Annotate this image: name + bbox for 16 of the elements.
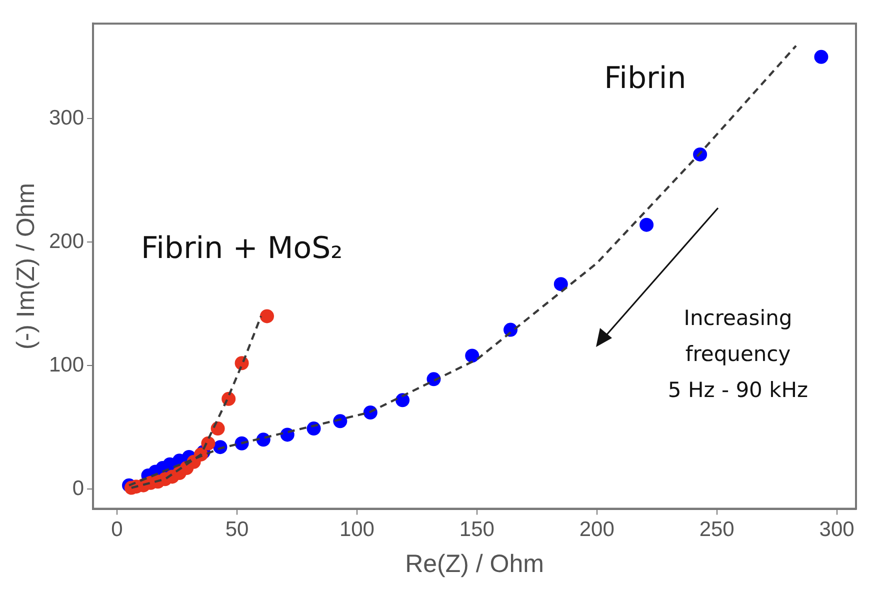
annotation: Increasing frequency 5 Hz - 90 kHz: [666, 305, 810, 404]
x-tick-label: 200: [579, 518, 614, 542]
y-tick-label: 0: [72, 476, 84, 500]
x-tick-label: 50: [225, 518, 249, 542]
y-axis-title: (-) Im(Z) / Ohm: [12, 182, 40, 350]
y-tick-label: 300: [48, 106, 84, 130]
x-tick-label: 250: [699, 518, 734, 542]
x-tick-label: 300: [819, 518, 854, 542]
text: Fibrin + MoS₂: [141, 231, 343, 266]
series-label: Fibrin: [604, 60, 686, 96]
x-tick-label: 100: [339, 518, 374, 542]
x-axis-title: Re(Z) / Ohm: [405, 550, 544, 578]
y-tick-label: 100: [48, 353, 84, 376]
y-tick-label: 200: [48, 230, 84, 253]
x-tick-label: 0: [111, 518, 123, 542]
x-tick-label: 150: [459, 518, 494, 542]
